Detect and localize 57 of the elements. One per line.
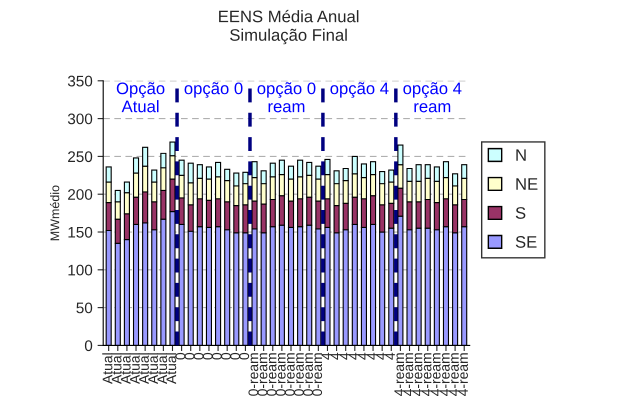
x-tick-label: 0	[212, 352, 222, 360]
x-tick-label: 4-ream	[430, 353, 441, 396]
x-tick-label: 0	[176, 352, 186, 360]
y-tick-label: 100	[68, 264, 92, 276]
x-tick-label: 0-ream	[248, 353, 258, 396]
x-tick-label: 0-ream	[276, 353, 286, 396]
y-tick-label: 50	[76, 302, 92, 314]
y-tick-label: 300	[68, 113, 92, 124]
x-tick-label: Atual	[166, 353, 176, 384]
x-tick-label: 0	[239, 352, 250, 360]
annotation: Opção Atual	[116, 82, 164, 112]
x-tick-label: 4	[385, 352, 395, 360]
legend-label: NE	[516, 178, 538, 190]
x-tick-label: Atual	[138, 353, 149, 384]
x-tick-label: 4	[322, 352, 332, 360]
legend-label: N	[516, 149, 526, 161]
x-tick-label: Atual	[148, 353, 158, 384]
chart-subtitle: Simulação Final	[230, 28, 347, 44]
legend-label: SE	[516, 236, 537, 248]
x-tick-label: 4-ream	[422, 353, 432, 396]
x-tick-label: 0-ream	[266, 353, 276, 396]
y-tick-label: 0	[84, 340, 92, 352]
x-tick-label: 0-ream	[303, 353, 313, 396]
x-tick-label: Atual	[111, 353, 122, 384]
y-tick-label: 250	[68, 151, 92, 162]
annotation: opção 0 ream	[257, 82, 316, 112]
x-tick-label: Atual	[130, 353, 140, 384]
x-tick-label: Atual	[156, 353, 168, 384]
x-tick-label: 0-ream	[312, 353, 322, 396]
x-tick-label: 4	[330, 352, 340, 360]
x-tick-label: 0-ream	[284, 353, 295, 396]
x-tick-label: 4	[376, 352, 386, 360]
x-tick-label: 4-ream	[458, 353, 468, 396]
x-tick-label: 4-ream	[440, 353, 450, 396]
x-tick-label: 0-ream	[294, 353, 304, 396]
annotation: opção 4	[330, 82, 389, 98]
x-tick-label: 0-ream	[258, 353, 268, 396]
x-tick-label: Atual	[120, 353, 131, 384]
x-tick-label: 4-ream	[404, 353, 414, 396]
annotation: opção 0	[184, 82, 243, 98]
y-tick-label: 200	[68, 189, 92, 200]
chart-title: EENS Média Anual	[219, 10, 358, 22]
y-axis-title: MWmédio	[50, 186, 60, 240]
y-tick-label: 350	[68, 76, 92, 86]
x-tick-label: Atual	[102, 353, 112, 384]
x-tick-label: 4-ream	[394, 353, 404, 396]
x-tick-label: 4	[340, 352, 350, 360]
x-tick-label: 4	[348, 352, 358, 360]
legend-label: S	[516, 207, 526, 219]
x-tick-label: 0	[202, 352, 213, 360]
x-tick-label: 4-ream	[449, 353, 459, 396]
annotation: opção 4 ream	[403, 82, 462, 112]
y-tick-label: 150	[68, 226, 92, 238]
x-tick-label: 4-ream	[412, 353, 422, 396]
x-tick-label: 4	[358, 352, 368, 360]
x-tick-label: 0	[194, 352, 204, 360]
x-tick-label: 4	[367, 352, 377, 360]
